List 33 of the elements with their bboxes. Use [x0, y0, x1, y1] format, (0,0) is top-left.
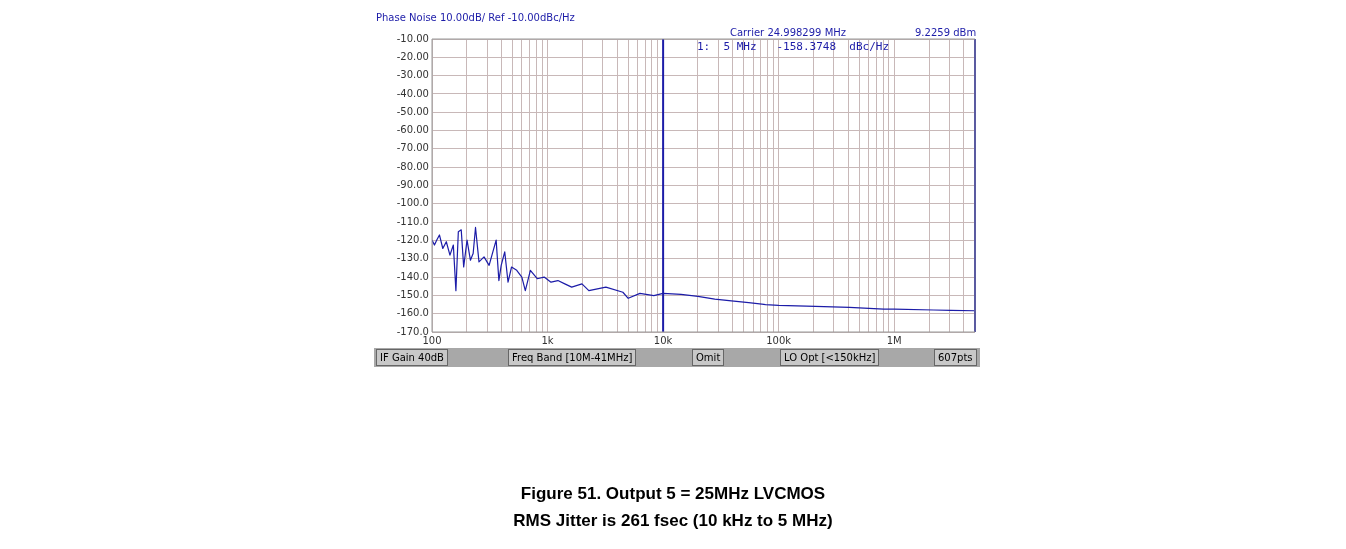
- y-tick-label: -160.0: [396, 307, 429, 319]
- y-tick-label: -90.00: [396, 179, 429, 191]
- x-tick-label: 100k: [766, 334, 792, 346]
- text: LO Opt [<150kHz]: [780, 349, 880, 366]
- y-tick-label: -20.00: [396, 50, 429, 62]
- y-tick-label: -120.0: [396, 234, 429, 246]
- text: 607pts: [934, 349, 977, 366]
- text: IF Gain 40dB: [376, 349, 448, 366]
- x-tick-label: 1M: [886, 334, 902, 346]
- y-tick-label: -80.00: [396, 160, 429, 172]
- y-tick-label: -30.00: [396, 69, 429, 81]
- y-tick-label: -60.00: [396, 124, 429, 136]
- y-tick-label: -110.0: [396, 215, 429, 227]
- text: RMS Jitter is 261 fsec (10 kHz to 5 MHz): [512, 511, 834, 531]
- y-tick-label: -170.0: [396, 325, 429, 337]
- text: Omit: [692, 349, 725, 366]
- y-tick-label: -100.0: [396, 197, 429, 209]
- x-tick-label: 100: [422, 334, 442, 346]
- text: Freq Band [10M-41MHz]: [508, 349, 637, 366]
- y-tick-label: -10.00: [396, 32, 429, 44]
- y-tick-label: -50.00: [396, 105, 429, 117]
- annotation: 1: 5 MHz -158.3748 dBc/Hz: [697, 40, 890, 53]
- y-tick-label: -140.0: [396, 270, 429, 282]
- y-tick-label: -70.00: [396, 142, 429, 154]
- text: 9.2259 dBm: [915, 27, 977, 38]
- y-tick-label: -40.00: [396, 87, 429, 99]
- x-tick-label: 10k: [653, 334, 673, 346]
- y-tick-label: -130.0: [396, 252, 429, 264]
- text: Phase Noise 10.00dB/ Ref -10.00dBc/Hz: [376, 12, 575, 23]
- x-tick-label: 1k: [541, 334, 554, 346]
- text: Figure 51. Output 5 = 25MHz LVCMOS: [519, 484, 827, 504]
- text: Carrier 24.998299 MHz: [730, 27, 847, 38]
- y-tick-label: -150.0: [396, 288, 429, 300]
